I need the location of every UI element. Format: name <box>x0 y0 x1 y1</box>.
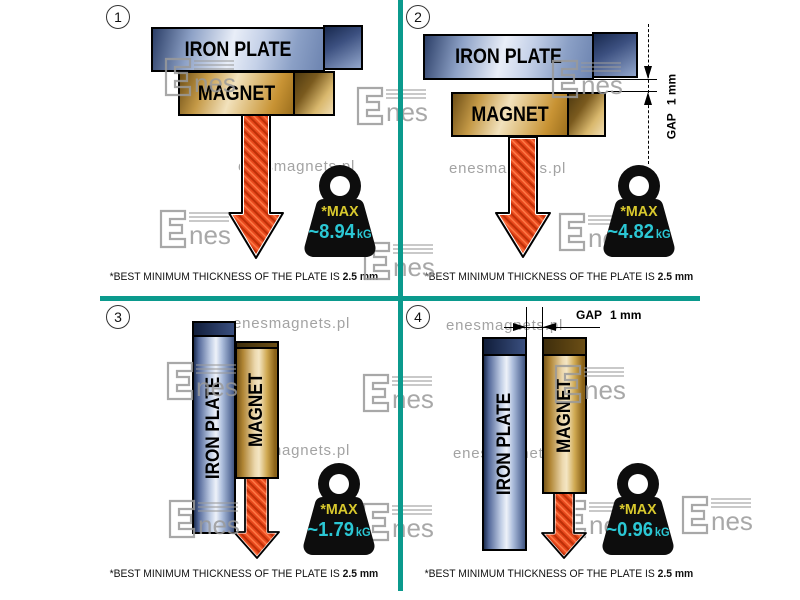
svg-text:nes: nes <box>581 70 623 100</box>
panel-number: 1 <box>106 5 130 29</box>
divider <box>398 0 403 591</box>
dimension-extension-line <box>526 307 527 347</box>
gap-dimension-label: GAP 1 mm <box>664 73 678 140</box>
svg-text:nes: nes <box>711 506 753 536</box>
panel-number: 2 <box>406 5 430 29</box>
dimension-arrow-down <box>644 66 652 79</box>
magnet: MAGNET <box>542 337 587 494</box>
dimension-arrow-left <box>543 323 556 331</box>
max-label: *MAX <box>619 501 657 518</box>
svg-text:nes: nes <box>584 375 626 405</box>
max-label: *MAX <box>620 203 658 220</box>
enes-logo-icon: nes <box>166 361 238 402</box>
iron-plate-side-face <box>323 25 363 70</box>
iron-plate-label: IRON PLATE <box>455 45 562 68</box>
svg-text:nes: nes <box>198 510 240 540</box>
iron-plate: IRON PLATE <box>151 27 325 72</box>
dimension-extension-line <box>569 79 657 80</box>
max-label: *MAX <box>320 501 358 518</box>
enes-logo-icon: nes <box>356 86 428 127</box>
max-label: *MAX <box>321 203 359 220</box>
watermark-site-text: enesmagnets.pl <box>233 315 351 332</box>
thickness-note: *BEST MINIMUM THICKNESS OF THE PLATE IS 2… <box>424 271 694 283</box>
magnet-top-face <box>542 337 587 356</box>
pull-arrow-icon <box>494 135 552 259</box>
pull-arrow-icon <box>233 474 280 559</box>
thickness-note: *BEST MINIMUM THICKNESS OF THE PLATE IS 2… <box>109 568 379 580</box>
pull-arrow-icon <box>541 490 587 559</box>
magnet: MAGNET <box>235 341 279 479</box>
divider <box>100 296 700 301</box>
dimension-arrow-up <box>644 92 652 105</box>
force-value: ~1.79 kG <box>307 519 371 541</box>
thickness-note: *BEST MINIMUM THICKNESS OF THE PLATE IS 2… <box>109 271 379 283</box>
magnet: MAGNET <box>451 92 569 137</box>
pull-arrow-icon <box>227 112 285 260</box>
svg-text:nes: nes <box>189 220 231 250</box>
weight-icon: *MAX ~4.82 kG <box>595 164 683 260</box>
panel-number: 3 <box>106 305 130 329</box>
panel-number: 4 <box>406 305 430 329</box>
enes-logo-icon: nes <box>168 499 240 540</box>
magnet-top-face <box>235 341 279 349</box>
magnet-label: MAGNET <box>197 81 276 105</box>
iron-plate: IRON PLATE <box>482 337 527 551</box>
weight-icon: *MAX ~8.94 kG <box>296 164 384 260</box>
force-value: ~0.96 kG <box>606 519 670 541</box>
weight-icon: *MAX ~1.79 kG <box>295 462 383 558</box>
magnet-label: MAGNET <box>246 372 267 448</box>
enes-logo-icon: nes <box>164 57 236 98</box>
iron-plate: IRON PLATE <box>423 34 594 80</box>
svg-text:nes: nes <box>196 372 238 402</box>
force-value: ~4.82 kG <box>607 221 671 243</box>
magnet-label: MAGNET <box>471 102 549 126</box>
enes-logo-icon: nes <box>551 59 623 100</box>
dimension-extension-line <box>542 307 543 341</box>
iron-plate-top-face <box>482 337 527 356</box>
svg-text:nes: nes <box>194 68 236 98</box>
svg-text:nes: nes <box>386 97 428 127</box>
enes-logo-icon: nes <box>554 364 626 405</box>
thickness-note: *BEST MINIMUM THICKNESS OF THE PLATE IS 2… <box>424 568 694 580</box>
weight-icon: *MAX ~0.96 kG <box>594 462 682 558</box>
iron-plate-label: IRON PLATE <box>184 37 292 61</box>
enes-logo-icon: nes <box>159 209 231 250</box>
magnet-side-face <box>293 71 335 116</box>
iron-plate-label: IRON PLATE <box>493 392 515 496</box>
gap-dimension-label: GAP 1 mm <box>576 308 642 322</box>
dimension-extension-line <box>607 91 657 92</box>
watermark-site-text: enesmagnets.pl <box>446 317 564 334</box>
dimension-arrow-right <box>513 323 526 331</box>
iron-plate-side-face <box>592 32 638 78</box>
magnet-side-face <box>567 92 606 137</box>
iron-plate-top-face <box>192 321 236 337</box>
enes-logo-icon: nes <box>681 495 753 536</box>
force-value: ~8.94 kG <box>308 221 372 243</box>
